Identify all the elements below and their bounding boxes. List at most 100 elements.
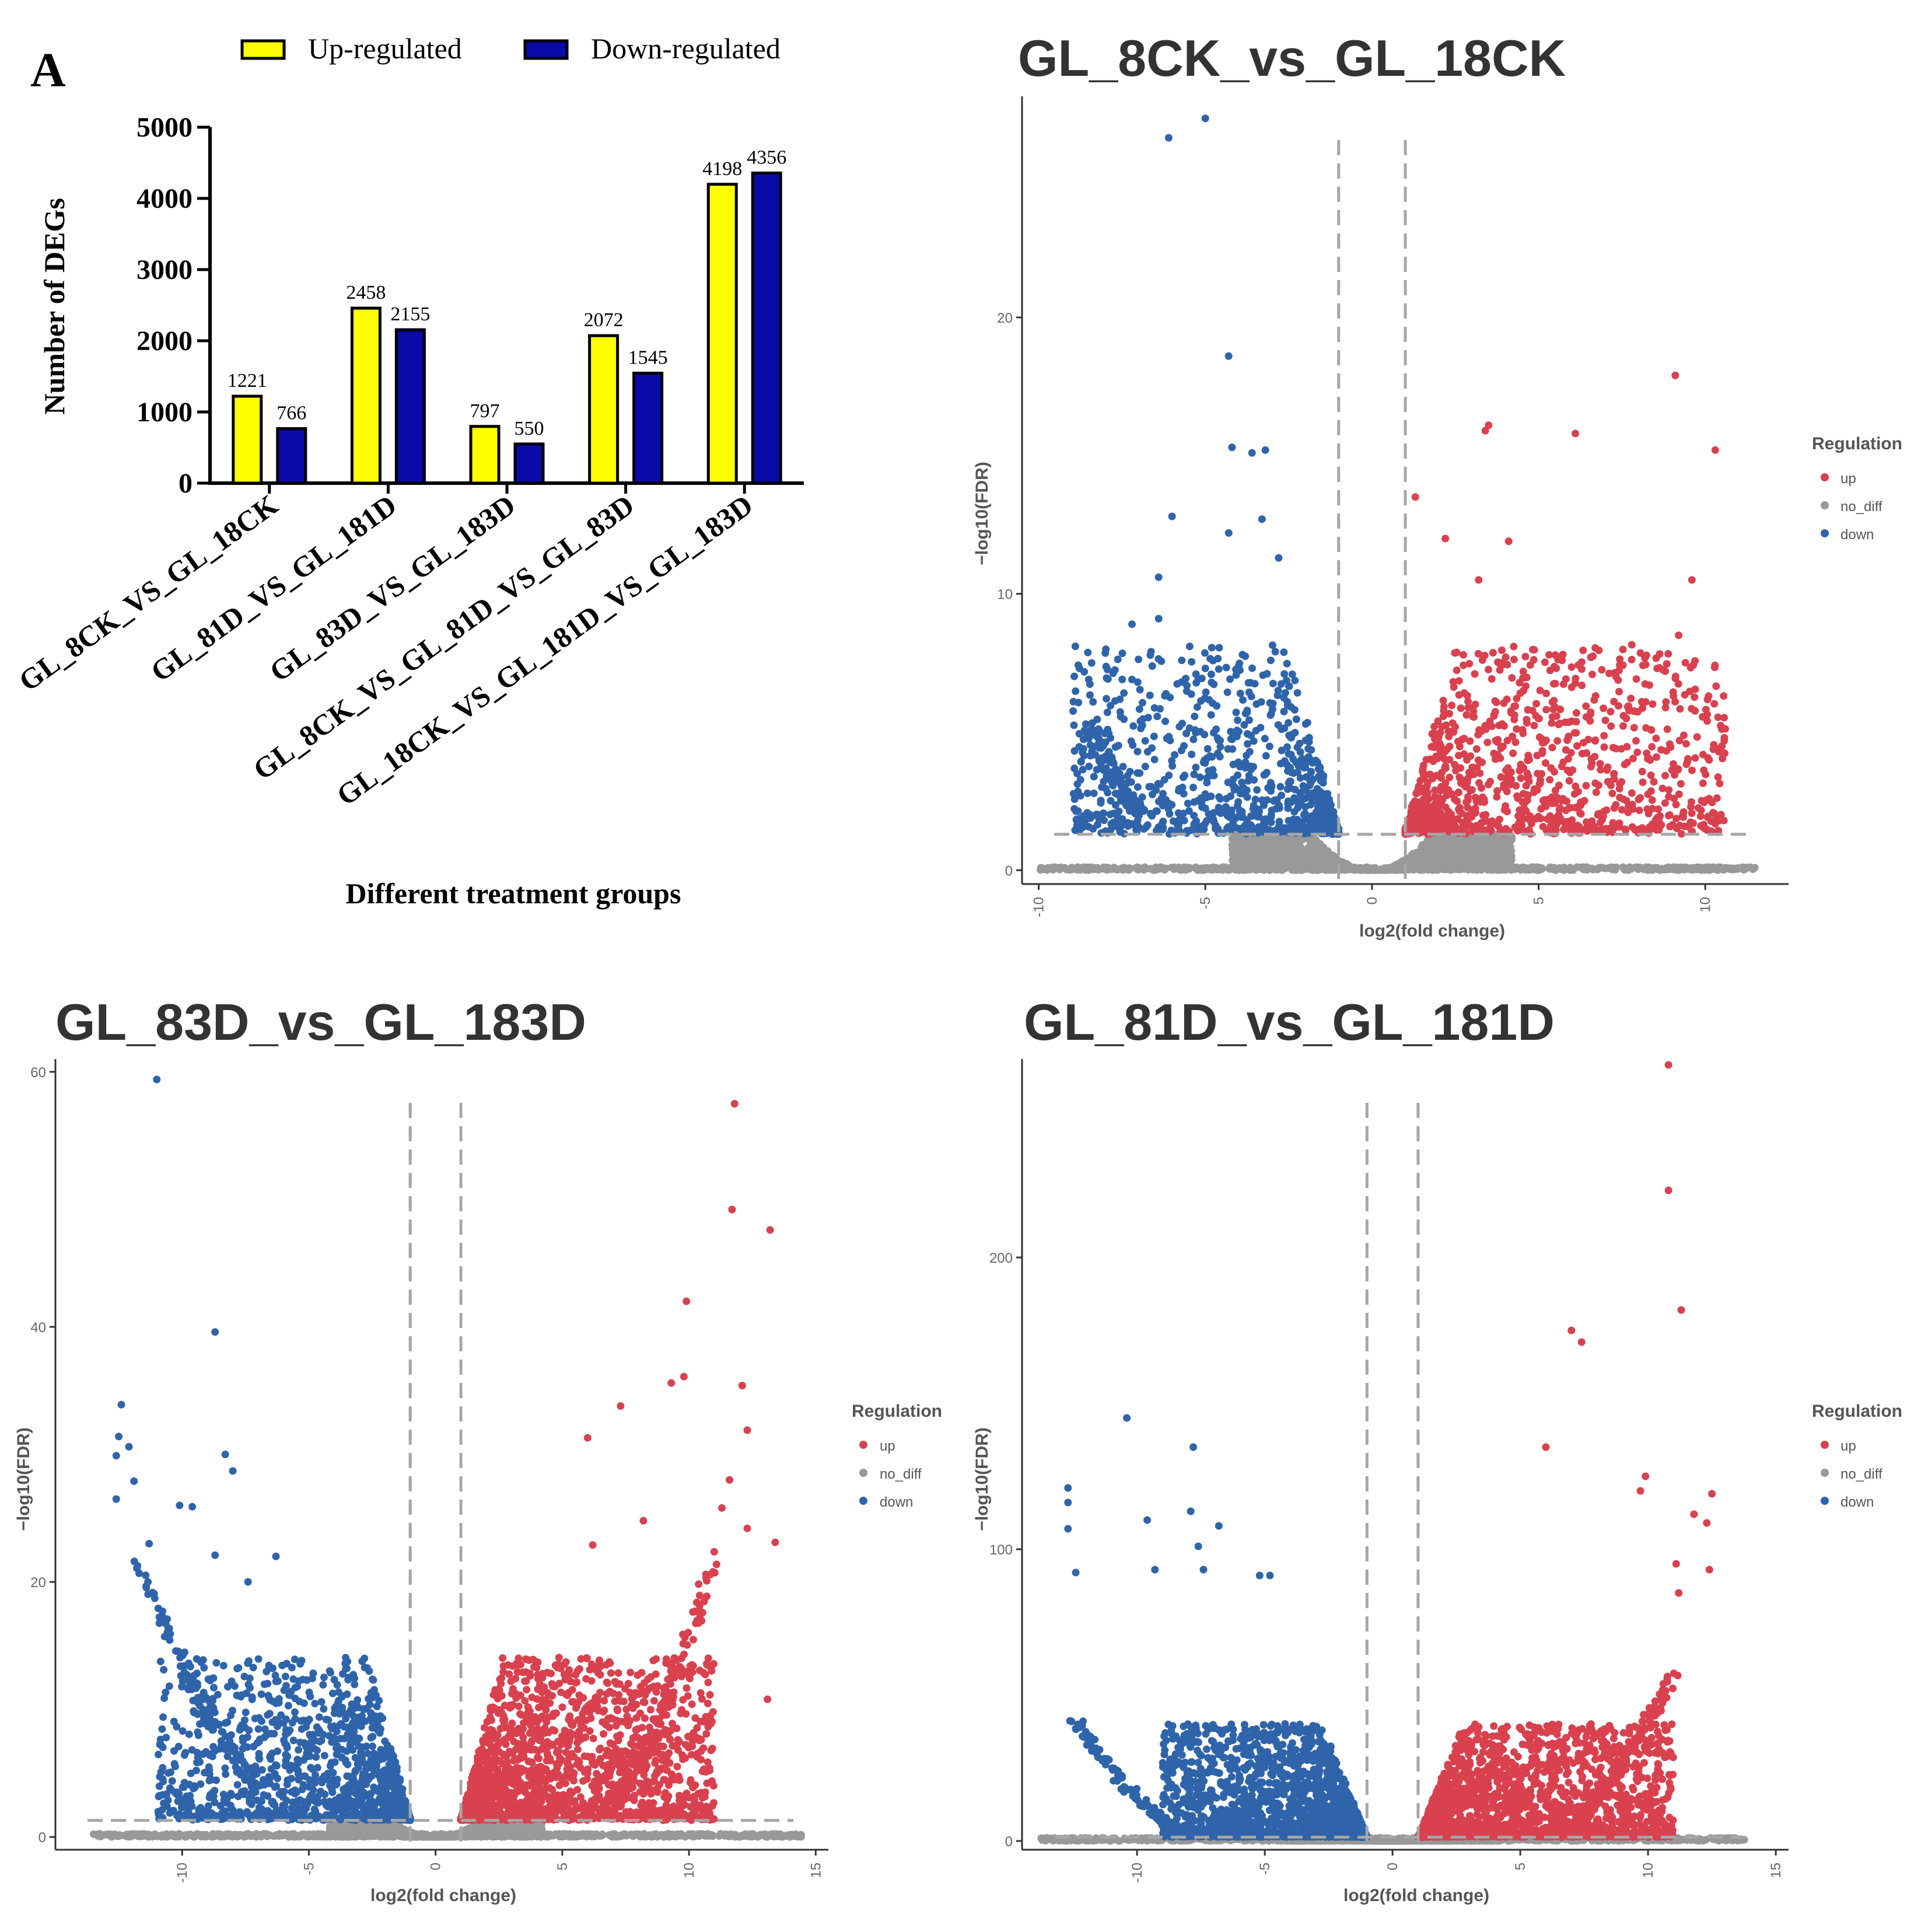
volcano-point-nodiff	[1423, 847, 1431, 855]
volcano-point-up	[1460, 651, 1467, 659]
volcano-point-up	[1636, 794, 1644, 802]
volcano-point-up	[1578, 682, 1586, 690]
volcano-point-nodiff	[1067, 865, 1075, 873]
volcano-point-nodiff	[1285, 863, 1293, 871]
volcano-point-up	[1503, 696, 1511, 703]
volcano-point-up	[1619, 722, 1627, 730]
bar-up	[350, 306, 382, 485]
volcano-point-down	[1227, 792, 1234, 800]
volcano-point-down	[1105, 729, 1113, 738]
bar-y-tick-label: 3000	[137, 254, 193, 285]
volcano-point-up	[1603, 766, 1611, 774]
volcano-point-down	[1133, 783, 1142, 791]
volcano-point-up	[1462, 711, 1471, 719]
volcano-point-up	[1630, 707, 1637, 715]
volcano-point-nodiff	[1446, 865, 1454, 874]
volcano-point-up	[1655, 824, 1663, 833]
volcano-point-down	[1236, 659, 1244, 668]
volcano-point-up	[1688, 766, 1696, 774]
volcano-point-nodiff	[1467, 856, 1475, 864]
volcano-point-nodiff	[1140, 866, 1148, 874]
volcano-point-nodiff	[1500, 849, 1508, 857]
volcano-point-up	[1567, 683, 1576, 691]
volcano-point-up	[1503, 808, 1511, 816]
volcano-point-up	[1433, 754, 1441, 763]
volcano-point-down	[1252, 700, 1261, 708]
volcano-point-up	[1650, 778, 1658, 786]
volcano-point-down	[1201, 791, 1209, 799]
volcano-point-down	[1141, 737, 1149, 745]
volcano-point-up	[1467, 752, 1475, 760]
volcano-point-down	[1289, 819, 1297, 827]
volcano-point-down	[1128, 676, 1136, 683]
volcano-point-up	[1588, 670, 1596, 679]
bar-x-axis-title: Different treatment groups	[346, 877, 681, 910]
volcano-point-up	[1639, 778, 1647, 787]
volcano-point-nodiff	[1279, 846, 1286, 854]
volcano-point-up	[1646, 756, 1654, 764]
bar-legend: Up-regulated Down-regulated	[240, 32, 781, 65]
volcano-point-down	[1283, 785, 1292, 793]
legend-dot-down	[1821, 529, 1829, 537]
bar-down	[394, 328, 426, 485]
volcano-point-down	[1286, 733, 1294, 742]
volcano-point-up	[1565, 777, 1573, 785]
volcano-point-up	[1661, 799, 1669, 807]
volcano-point-nodiff	[1625, 865, 1633, 874]
volcano-point-up	[1665, 740, 1674, 748]
legend-item-nodiff: no_diff	[1840, 499, 1882, 515]
volcano-point-up	[1517, 764, 1525, 773]
volcano-point-down	[1198, 675, 1206, 683]
volcano-point-down	[1174, 822, 1182, 830]
volcano-point-down	[1080, 668, 1089, 676]
volcano-point-up	[1686, 663, 1695, 672]
volcano-point-down	[1233, 802, 1241, 810]
volcano-point-up	[1553, 737, 1562, 745]
volcano-point-up	[1614, 676, 1622, 684]
volcano-point-up	[1441, 534, 1450, 543]
volcano-point-up	[1691, 657, 1699, 665]
volcano-point-down	[1146, 691, 1154, 700]
volcano-point-down	[1236, 786, 1244, 794]
volcano-point-down	[1216, 753, 1224, 761]
volcano-point-up	[1553, 794, 1561, 802]
bar-value-label: 1221	[228, 370, 267, 392]
volcano-point-up	[1525, 777, 1533, 785]
volcano-point-down	[1079, 766, 1087, 774]
volcano-point-up	[1705, 692, 1713, 700]
volcano-point-up	[1644, 790, 1652, 798]
volcano-point-up	[1610, 697, 1618, 705]
volcano-point-down	[1164, 134, 1173, 142]
volcano-x-title: log2(fold change)	[1359, 921, 1505, 941]
volcano-point-nodiff	[1174, 864, 1182, 871]
volcano-point-up	[1577, 810, 1585, 818]
volcano-point-up	[1422, 756, 1430, 764]
volcano-point-up	[1457, 704, 1465, 712]
volcano-point-nodiff	[1458, 854, 1466, 862]
volcano-point-up	[1661, 704, 1670, 712]
volcano-point-up	[1632, 675, 1640, 683]
volcano-point-down	[1226, 675, 1234, 683]
volcano-point-up	[1583, 818, 1590, 826]
volcano-point-up	[1617, 745, 1625, 753]
panel-label: A	[30, 43, 66, 97]
volcano-point-nodiff	[1279, 856, 1287, 864]
volcano-point-up	[1663, 660, 1671, 668]
volcano-point-up	[1541, 658, 1549, 666]
volcano-point-up	[1468, 813, 1476, 821]
volcano-point-down	[1216, 743, 1224, 751]
volcano-point-up	[1538, 770, 1545, 778]
volcano-point-up	[1587, 763, 1595, 771]
volcano-point-down	[1128, 620, 1136, 628]
bar-y-tick-label: 0	[179, 468, 193, 499]
volcano-point-down	[1229, 745, 1237, 753]
volcano-point-up	[1439, 712, 1447, 721]
volcano-point-up	[1449, 678, 1457, 686]
volcano-x-tick-label: 10	[681, 1863, 697, 1878]
volcano-point-down	[1201, 114, 1209, 123]
volcano-point-nodiff	[1704, 863, 1712, 871]
volcano-point-up	[1661, 771, 1669, 780]
volcano-point-up	[1549, 818, 1557, 826]
volcano-point-down	[1166, 736, 1174, 745]
